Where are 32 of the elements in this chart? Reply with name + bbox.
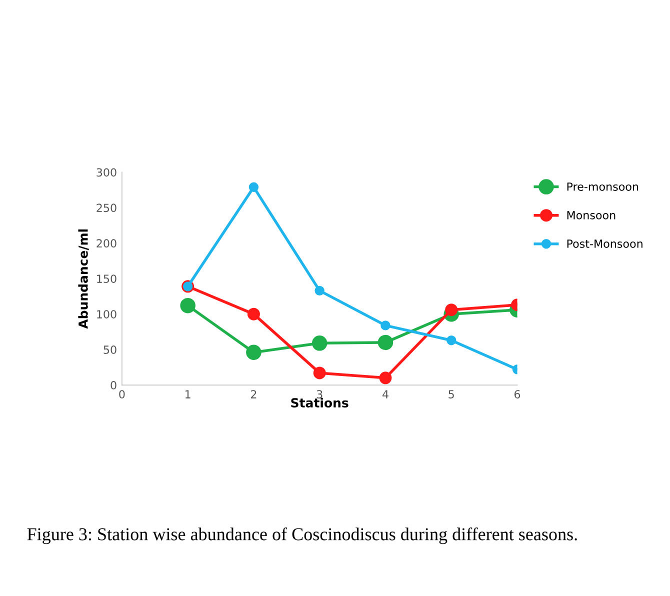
x-tick-label: 5: [448, 390, 454, 398]
legend-label: Pre-monsoon: [567, 182, 638, 191]
x-tick-label: 6: [514, 390, 520, 398]
x-tick-label: 1: [186, 390, 190, 398]
x-axis-title: Stations: [291, 398, 348, 408]
x-tick-label: 3: [316, 390, 322, 398]
y-tick-label: 300: [96, 168, 116, 177]
point: [380, 320, 390, 330]
y-tick-label: 250: [96, 204, 116, 212]
y-tick-label: 200: [96, 239, 116, 248]
legend-label: Monsoon: [567, 211, 616, 220]
point: [379, 372, 392, 384]
point: [378, 334, 394, 350]
point: [313, 366, 326, 380]
point: [246, 344, 262, 360]
y-tick-label: 150: [97, 274, 116, 284]
caption: Figure 3: Station wise abundance of Coscinodiscus during different seasons.: [27, 527, 577, 544]
point: [446, 335, 456, 346]
y-tick-label: 100: [97, 310, 116, 318]
point: [247, 308, 260, 320]
legend-label: Post-Monsoon: [567, 240, 642, 248]
point: [312, 336, 328, 351]
x-tick-label: 0: [119, 390, 125, 398]
y-tick-label: 50: [104, 346, 116, 354]
x-tick-label: 4: [382, 390, 388, 398]
y-tick-label: 0: [110, 380, 116, 390]
point: [248, 182, 259, 192]
point: [180, 298, 196, 314]
point: [445, 304, 458, 316]
x-tick-label: 2: [250, 390, 256, 398]
y-axis-title: Abundance/ml: [78, 229, 89, 329]
point: [314, 286, 324, 296]
